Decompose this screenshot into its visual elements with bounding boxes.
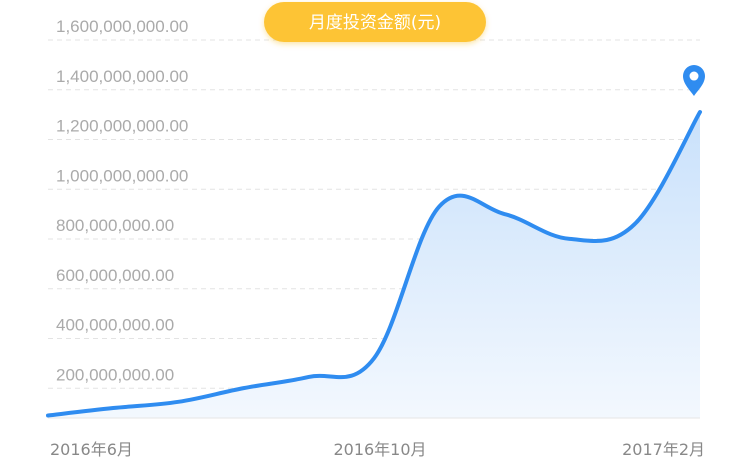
gridlines	[48, 39, 700, 389]
y-tick-label: 1,400,000,000.00	[56, 67, 188, 86]
area-fill	[48, 112, 700, 418]
y-tick-label: 800,000,000.00	[56, 216, 174, 235]
x-tick-label: 2016年10月	[333, 440, 426, 458]
y-tick-label: 1,200,000,000.00	[56, 117, 188, 136]
y-tick-label: 600,000,000.00	[56, 266, 174, 285]
y-tick-label: 200,000,000.00	[56, 365, 174, 384]
pin-hole	[689, 71, 699, 81]
x-tick-label: 2017年2月	[622, 440, 705, 458]
y-tick-label: 400,000,000.00	[56, 316, 174, 335]
x-axis: 2016年6月 2016年10月 2017年2月	[50, 440, 705, 458]
x-tick-label: 2016年6月	[50, 440, 133, 458]
y-tick-label: 1,000,000,000.00	[56, 166, 188, 185]
chart-title: 月度投资金额(元)	[309, 13, 441, 33]
y-axis: 200,000,000.00 400,000,000.00 600,000,000.…	[56, 17, 188, 384]
series-line	[46, 110, 702, 418]
title-pill-background	[264, 2, 486, 42]
chart-title-pill: 月度投资金额(元)	[264, 2, 486, 42]
location-pin-icon	[683, 65, 705, 97]
y-tick-label: 1,600,000,000.00	[56, 17, 188, 36]
